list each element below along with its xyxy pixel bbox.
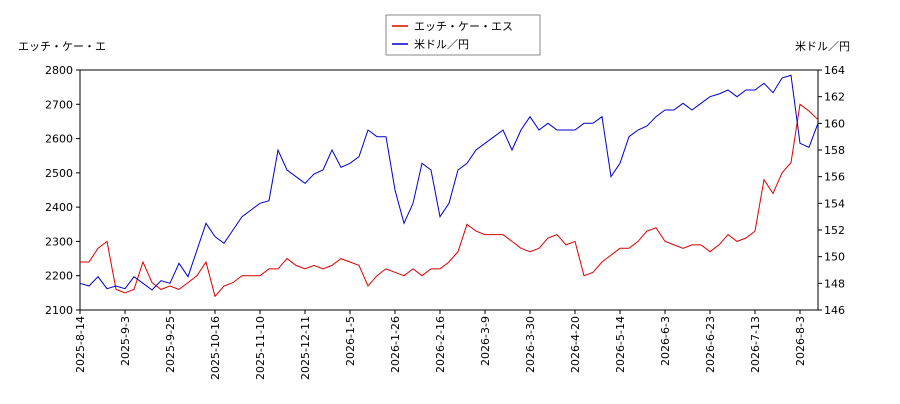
series-line: [79, 74, 819, 291]
y-tick-label: 2600: [45, 133, 73, 146]
y-tick-label: 2700: [45, 98, 73, 111]
y-tick-label: 2300: [45, 235, 73, 248]
x-tick-label: 2026-6-23: [704, 316, 717, 373]
series-line: [80, 103, 819, 298]
x-tick-label: 2026-7-13: [749, 316, 762, 373]
y-tick-label: 2100: [45, 304, 73, 317]
y2-tick-label: 148: [824, 277, 845, 290]
y2-tick-label: 164: [824, 64, 845, 77]
x-tick-label: 2026-4-20: [569, 316, 582, 373]
legend-box: [385, 14, 541, 56]
x-tick-label: 2026-6-3: [659, 316, 672, 366]
y2-axis-title: 米ドル／円: [795, 40, 850, 53]
x-tick-label: 2026-3-30: [524, 316, 537, 373]
legend-label: エッチ・ケー・エス: [414, 20, 513, 33]
x-tick-label: 2026-5-14: [614, 316, 627, 373]
y2-tick-label: 146: [824, 304, 845, 317]
legend-label: 米ドル／円: [414, 38, 469, 51]
x-tick-label: 2026-2-16: [434, 316, 447, 373]
x-tick-label: 2025-10-16: [209, 316, 222, 380]
x-tick-label: 2026-1-5: [344, 316, 357, 366]
y2-tick-label: 150: [824, 251, 845, 264]
x-tick-label: 2026-3-9: [479, 316, 492, 366]
y2-tick-label: 154: [824, 197, 845, 210]
y2-tick-label: 158: [824, 144, 845, 157]
y2-tick-label: 156: [824, 171, 845, 184]
y2-tick-label: 160: [824, 117, 845, 130]
x-tick-label: 2025-9-25: [164, 316, 177, 373]
y-tick-label: 2200: [45, 270, 73, 283]
x-tick-label: 2025-8-14: [74, 316, 87, 373]
y-tick-label: 2800: [45, 64, 73, 77]
y-tick-label: 2500: [45, 167, 73, 180]
x-tick-label: 2025-12-11: [299, 316, 312, 380]
plot-frame: [79, 69, 819, 311]
x-tick-label: 2026-1-26: [389, 316, 402, 373]
x-tick-label: 2026-8-3: [794, 316, 807, 366]
x-tick-label: 2025-9-3: [119, 316, 132, 366]
x-tick-label: 2025-11-10: [254, 316, 267, 380]
y-axis-title: エッチ・ケー・エ: [18, 40, 106, 53]
y2-tick-label: 152: [824, 224, 845, 237]
y-tick-label: 2400: [45, 201, 73, 214]
y2-tick-label: 162: [824, 91, 845, 104]
